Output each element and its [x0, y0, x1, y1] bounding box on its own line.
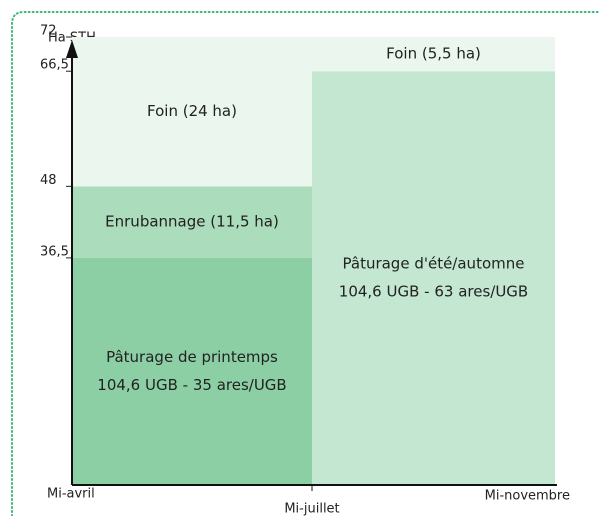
segment-label: Pâturage de printemps [106, 348, 278, 366]
y-tick-label: 66,5 [40, 58, 69, 73]
segment [72, 186, 312, 258]
y-arrow [66, 40, 78, 58]
x-tick-label: Mi-avril [47, 487, 95, 502]
segment [72, 257, 312, 485]
x-tick-label: Mi-novembre [485, 489, 570, 504]
segment-label: Enrubannage (11,5 ha) [105, 213, 279, 231]
x-tick-label: Mi-juillet [284, 502, 339, 516]
segment-label: Foin (24 ha) [147, 102, 237, 120]
y-tick-label: 36,5 [40, 244, 69, 259]
y-tick-label: 48 [40, 173, 57, 188]
segment [312, 37, 555, 72]
frame [11, 11, 599, 516]
y-tick-label: 72 [40, 24, 57, 39]
segment-label: Foin (5,5 ha) [386, 45, 481, 63]
segment-label: 104,6 UGB - 63 ares/UGB [339, 283, 528, 301]
segment-label: 104,6 UGB - 35 ares/UGB [97, 376, 286, 394]
segment [312, 71, 555, 485]
segment-label: Pâturage d'été/automne [343, 255, 525, 273]
segment [72, 37, 312, 187]
